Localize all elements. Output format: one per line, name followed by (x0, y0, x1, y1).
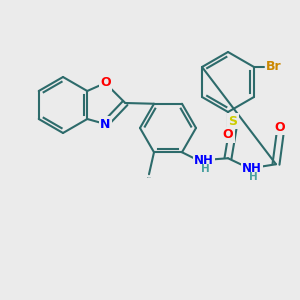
Text: H: H (201, 164, 209, 174)
Text: O: O (100, 76, 111, 89)
Text: N: N (100, 118, 110, 130)
Text: O: O (223, 128, 233, 142)
Text: O: O (275, 121, 285, 134)
Text: NH: NH (194, 154, 214, 167)
Text: Br: Br (266, 61, 282, 74)
Text: methyl: methyl (147, 177, 152, 178)
Text: H: H (249, 172, 257, 182)
Text: S: S (229, 115, 238, 128)
Text: NH: NH (242, 162, 262, 175)
